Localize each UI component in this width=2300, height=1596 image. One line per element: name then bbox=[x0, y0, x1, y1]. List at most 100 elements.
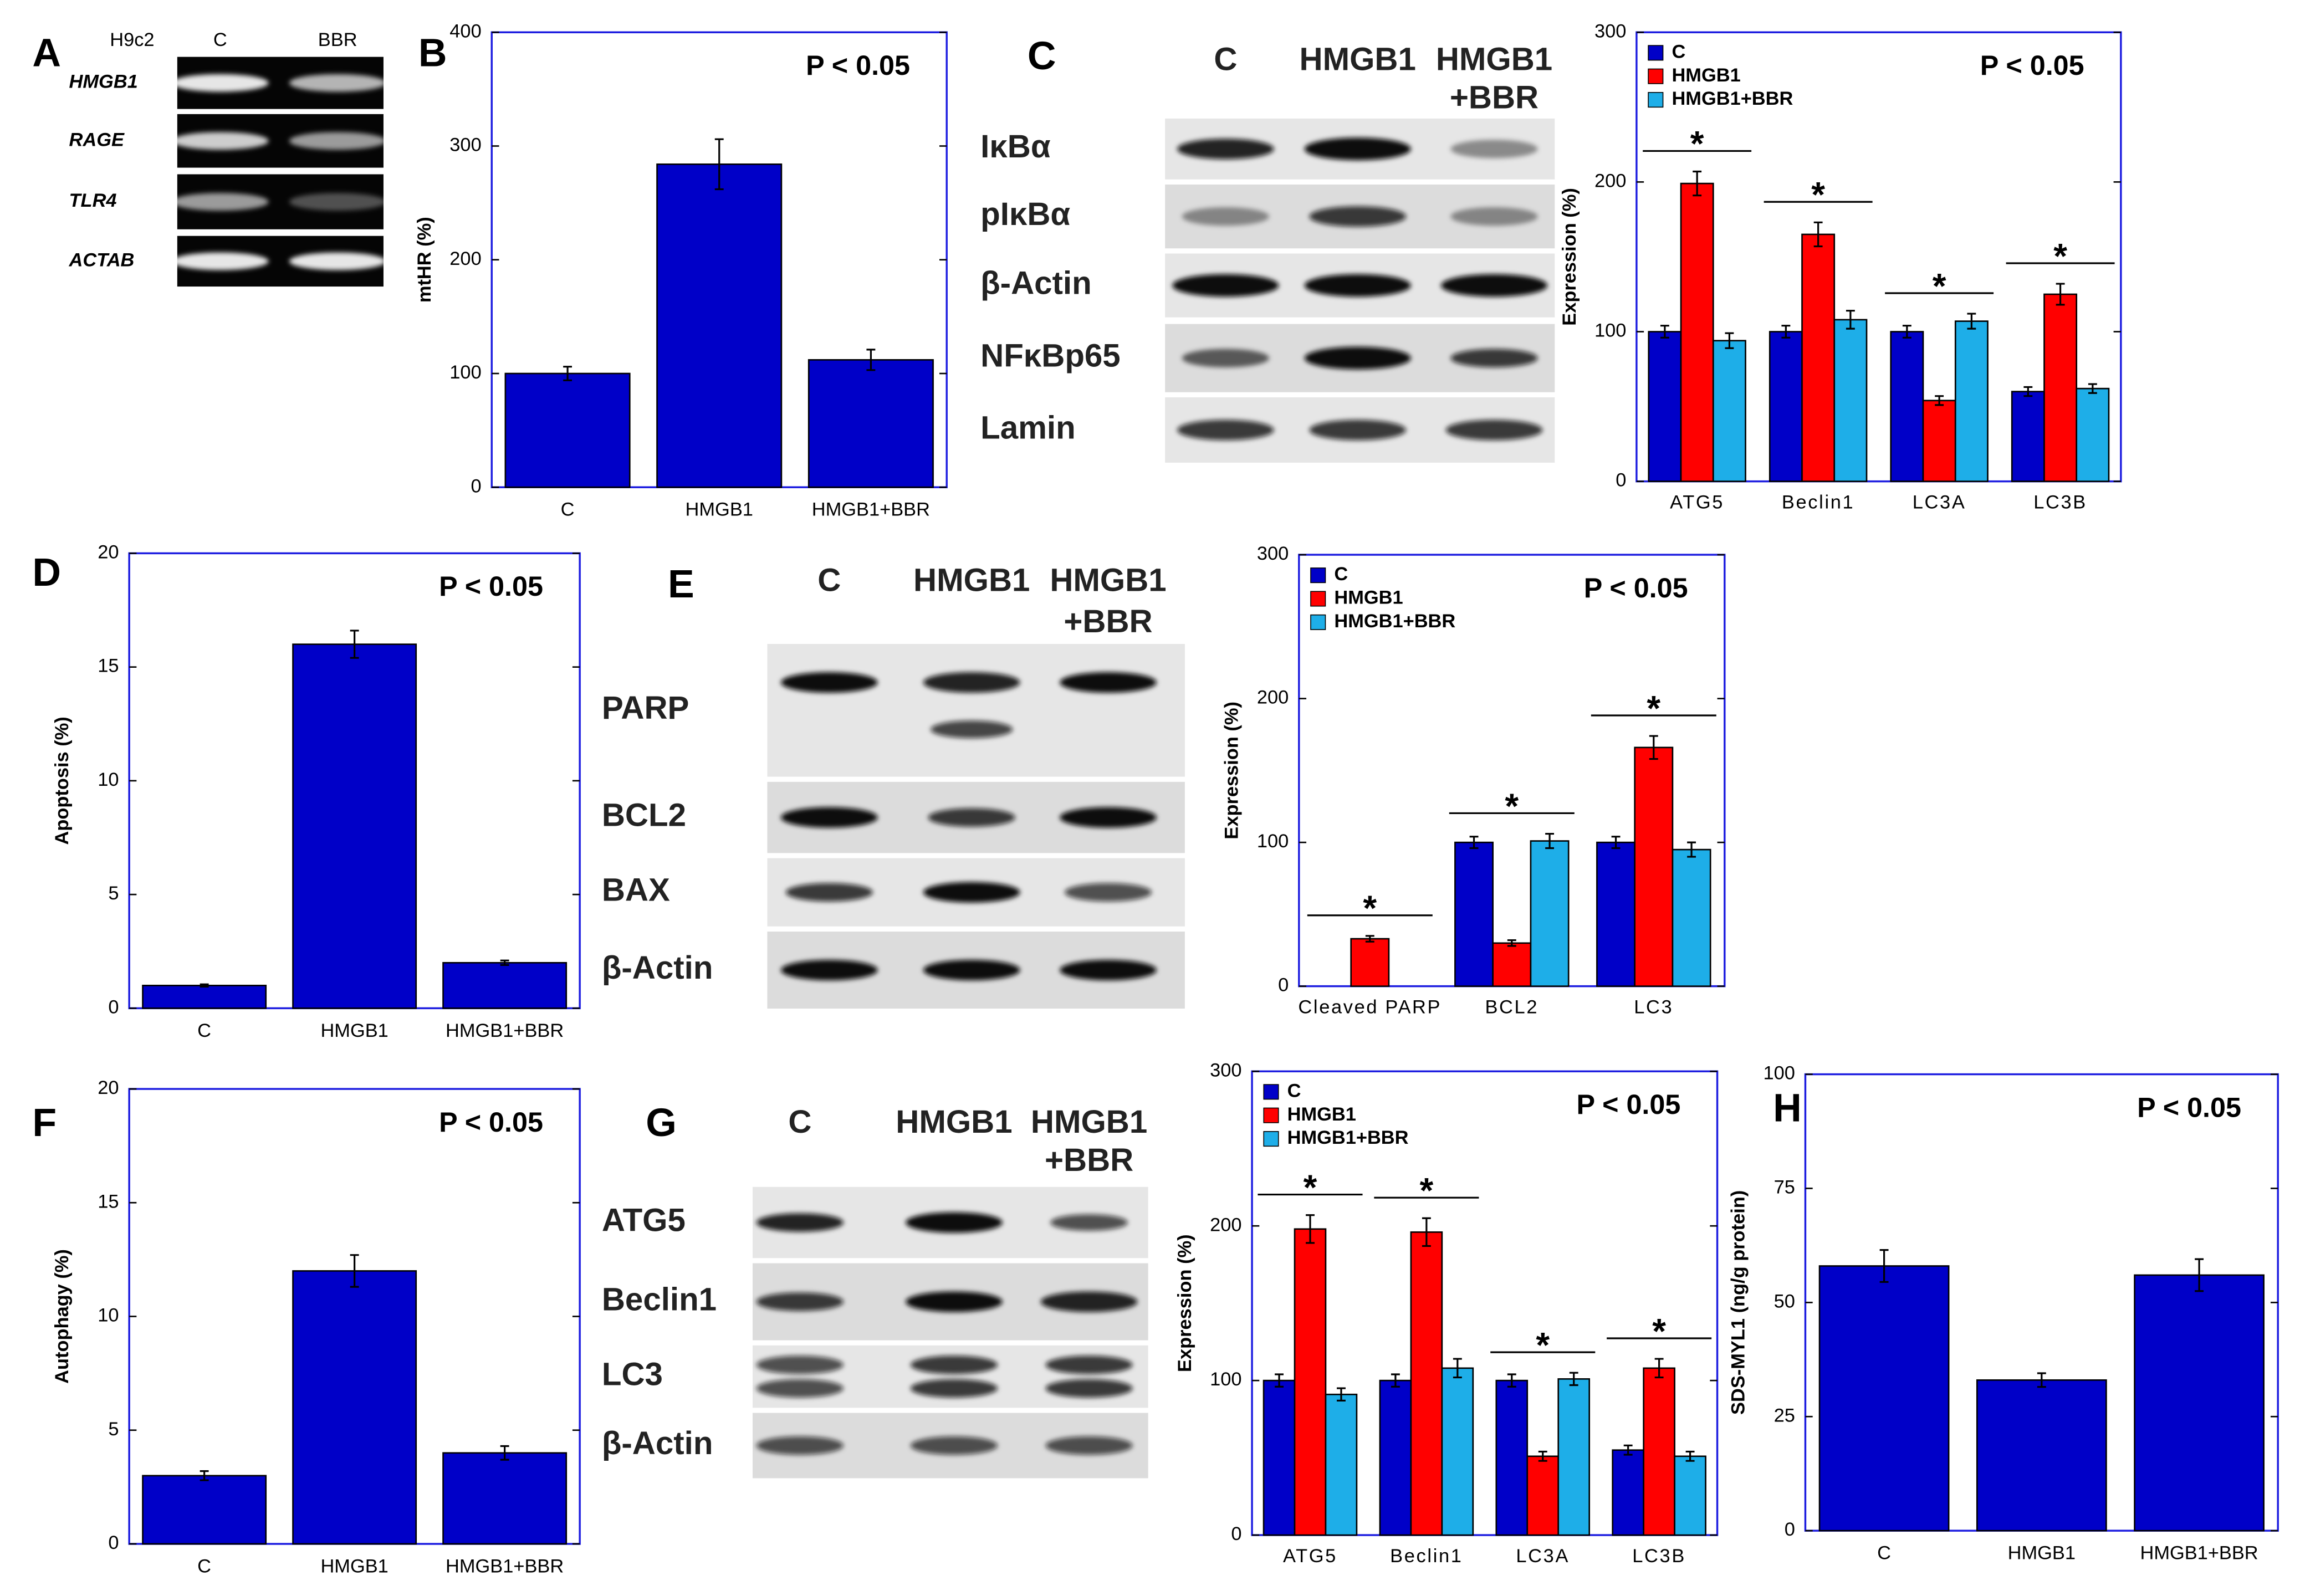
error-bar bbox=[350, 1254, 359, 1288]
y-tick-label: 200 bbox=[1210, 1214, 1241, 1235]
band bbox=[171, 74, 269, 92]
band bbox=[910, 1436, 998, 1455]
legend-label: HMGB1+BBR bbox=[1334, 611, 1455, 632]
error-bar bbox=[500, 959, 509, 966]
y-tick-label: 300 bbox=[1210, 1060, 1241, 1081]
band bbox=[756, 1436, 844, 1455]
significance-star: * bbox=[1811, 175, 1825, 214]
error-bar bbox=[350, 630, 359, 659]
y-tick-label: 5 bbox=[108, 883, 119, 904]
panel-letter: G bbox=[646, 1101, 677, 1145]
band bbox=[171, 193, 269, 211]
error-bar bbox=[1687, 841, 1696, 858]
bar bbox=[1530, 840, 1570, 987]
significance-star: * bbox=[1420, 1171, 1434, 1210]
error-bar bbox=[1935, 395, 1944, 406]
legend-swatch bbox=[1263, 1131, 1279, 1147]
band bbox=[780, 959, 878, 981]
error-bar bbox=[714, 138, 724, 191]
bar bbox=[1712, 340, 1746, 482]
error-bar bbox=[1623, 1444, 1633, 1456]
band bbox=[785, 883, 873, 902]
y-axis-label: Expression (%) bbox=[1221, 702, 1243, 840]
bar bbox=[1379, 1379, 1412, 1536]
band bbox=[1177, 139, 1274, 160]
band bbox=[756, 1213, 844, 1232]
significance-star: * bbox=[1536, 1326, 1550, 1365]
annotation: P < 0.05 bbox=[2137, 1091, 2241, 1123]
x-tick-label: C bbox=[561, 499, 575, 520]
annotation: P < 0.05 bbox=[1980, 49, 2084, 81]
row-label: Lamin bbox=[980, 410, 1076, 446]
blot-strip bbox=[765, 641, 1187, 779]
row-label: BAX bbox=[602, 872, 670, 908]
error-bar bbox=[1654, 1358, 1664, 1379]
error-bar bbox=[1469, 836, 1479, 850]
lane-label: C bbox=[213, 29, 227, 50]
x-tick-label: HMGB1+BBR bbox=[446, 1020, 564, 1041]
panel-letter: H bbox=[1773, 1086, 1802, 1130]
legend-label: C bbox=[1334, 564, 1348, 585]
bar bbox=[442, 1452, 568, 1545]
error-bar bbox=[1422, 1217, 1431, 1247]
y-tick-label: 100 bbox=[1764, 1063, 1795, 1084]
bar bbox=[1674, 1455, 1706, 1536]
lane-label: +BBR bbox=[1450, 79, 1539, 115]
panel-letter: F bbox=[32, 1101, 57, 1145]
lane-label: BBR bbox=[318, 29, 357, 50]
bar bbox=[1263, 1379, 1296, 1536]
row-label: β-Actin bbox=[980, 265, 1092, 301]
legend-swatch bbox=[1310, 591, 1326, 607]
lane-label: C bbox=[817, 562, 841, 598]
annotation: P < 0.05 bbox=[439, 1106, 543, 1138]
y-tick-label: 50 bbox=[1774, 1291, 1795, 1312]
band bbox=[906, 1291, 1003, 1312]
bar bbox=[1557, 1378, 1591, 1536]
row-label: NFκBp65 bbox=[980, 338, 1121, 374]
error-bar bbox=[1685, 1450, 1695, 1462]
lane-label: C bbox=[1214, 42, 1237, 78]
panel-letter: C bbox=[1028, 34, 1056, 78]
y-tick-label: 20 bbox=[98, 1077, 119, 1098]
x-tick-label: HMGB1+BBR bbox=[2140, 1543, 2258, 1564]
panel-letter: E bbox=[668, 562, 694, 606]
band bbox=[1309, 206, 1407, 227]
x-tick-label: C bbox=[197, 1556, 211, 1577]
significance-star: * bbox=[1304, 1168, 1317, 1207]
legend-swatch bbox=[1310, 614, 1326, 630]
row-label: HMGB1 bbox=[69, 71, 138, 93]
bar bbox=[1634, 746, 1674, 987]
band bbox=[756, 1379, 844, 1398]
bar bbox=[1922, 400, 1956, 482]
y-tick-label: 300 bbox=[449, 135, 481, 156]
band bbox=[1182, 207, 1270, 226]
error-bar bbox=[1306, 1214, 1315, 1244]
error-bar bbox=[2056, 283, 2065, 306]
bar bbox=[1325, 1393, 1358, 1536]
legend-swatch bbox=[1263, 1107, 1279, 1123]
band bbox=[910, 1355, 998, 1374]
x-tick-label: HMGB1 bbox=[320, 1556, 388, 1577]
error-bar bbox=[1660, 325, 1669, 339]
x-tick-label: LC3B bbox=[2033, 492, 2087, 513]
row-label: β-Actin bbox=[602, 1425, 713, 1461]
error-bar bbox=[500, 1445, 509, 1461]
legend-label: HMGB1 bbox=[1287, 1104, 1356, 1125]
cell-line-label: H9c2 bbox=[110, 29, 154, 50]
lane-label: +BBR bbox=[1045, 1142, 1133, 1178]
y-tick-label: 0 bbox=[1616, 470, 1626, 491]
bar bbox=[1833, 319, 1868, 482]
y-tick-label: 75 bbox=[1774, 1177, 1795, 1198]
band bbox=[1045, 1436, 1133, 1455]
lane-label: HMGB1 bbox=[896, 1104, 1012, 1140]
bar bbox=[1454, 841, 1494, 987]
band bbox=[1450, 140, 1538, 158]
band bbox=[931, 720, 1013, 739]
error-bar bbox=[200, 983, 209, 988]
bar bbox=[1492, 942, 1532, 987]
row-label: ACTAB bbox=[69, 249, 135, 270]
y-axis-label: Expression (%) bbox=[1559, 188, 1580, 326]
bar bbox=[292, 1270, 417, 1545]
x-tick-label: HMGB1+BBR bbox=[812, 499, 930, 520]
x-tick-label: C bbox=[1877, 1543, 1891, 1564]
